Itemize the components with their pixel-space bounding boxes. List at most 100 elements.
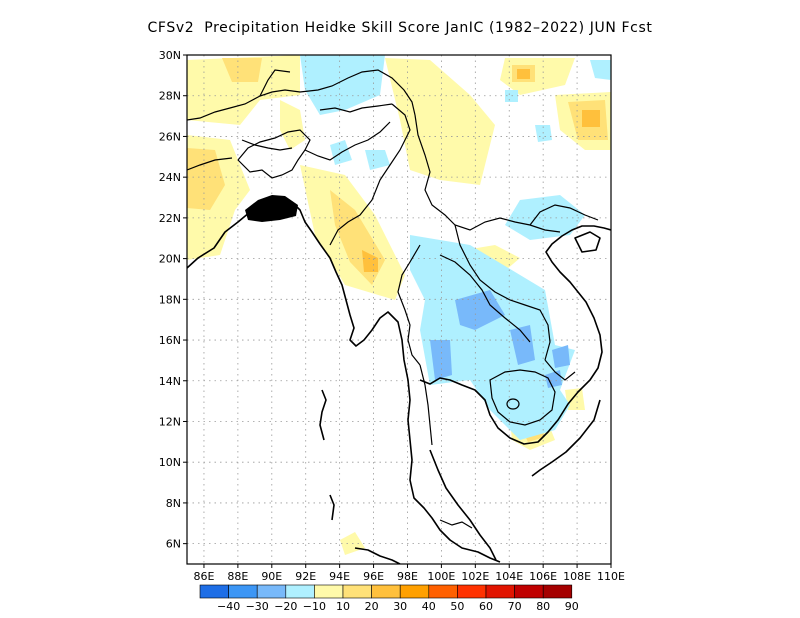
coastline-malay-east bbox=[429, 449, 497, 561]
colorbar-label: −40 bbox=[217, 600, 240, 613]
colorbar-label: 10 bbox=[336, 600, 350, 613]
lat-tick-label: 10N bbox=[159, 456, 181, 469]
colorbar-swatch bbox=[228, 584, 258, 599]
colorbar-swatch bbox=[371, 584, 401, 599]
country-borders bbox=[187, 69, 599, 529]
colorbar: −40 −30 −20 −10 10 20 30 40 50 60 70 80 90 bbox=[199, 584, 579, 613]
colorbar-label: 80 bbox=[536, 600, 550, 613]
colorbar-swatch bbox=[285, 584, 315, 599]
colorbar-swatch bbox=[199, 584, 229, 599]
lon-tick-label: 94E bbox=[329, 570, 350, 583]
lat-tick-label: 6N bbox=[166, 538, 181, 551]
neg-region bbox=[365, 150, 390, 170]
andaman-islands bbox=[319, 389, 327, 441]
border-cambodia bbox=[489, 369, 556, 426]
lon-tick-label: 86E bbox=[193, 570, 214, 583]
lat-tick-label: 24N bbox=[159, 171, 181, 184]
lon-tick-label: 90E bbox=[261, 570, 282, 583]
border-bhutan bbox=[319, 103, 393, 113]
tonle-sap-lake bbox=[506, 398, 520, 410]
lat-tick-label: 8N bbox=[166, 497, 181, 510]
neg-region bbox=[455, 290, 505, 330]
border-himalaya bbox=[187, 69, 416, 121]
border-tibet bbox=[259, 69, 291, 97]
colorbar-swatch bbox=[485, 584, 515, 599]
border-assam bbox=[304, 121, 391, 161]
border-nepal-north bbox=[187, 157, 233, 171]
lat-tick-label: 26N bbox=[159, 130, 181, 143]
colorbar-swatch bbox=[514, 584, 544, 599]
colorbar-swatch bbox=[542, 584, 573, 599]
pos-region bbox=[500, 58, 575, 95]
plot-frame bbox=[186, 54, 612, 565]
chart-title: CFSv2 Precipitation Heidke Skill Score J… bbox=[147, 20, 653, 36]
border-laos bbox=[454, 224, 551, 361]
lat-tick-label: 22N bbox=[159, 212, 181, 225]
colorbar-label: 60 bbox=[479, 600, 493, 613]
border-thai-laos bbox=[439, 254, 531, 343]
border-india-nepal bbox=[241, 139, 293, 151]
colorbar-swatch bbox=[342, 584, 372, 599]
colorbar-swatch bbox=[457, 584, 487, 599]
border-myanmar-peninsula bbox=[419, 364, 433, 446]
pos-region bbox=[565, 388, 585, 410]
neg-region bbox=[300, 55, 385, 115]
neg-region bbox=[410, 235, 575, 440]
neg-region bbox=[430, 340, 452, 380]
colorbar-label: 30 bbox=[393, 600, 407, 613]
lat-tick-label: 12N bbox=[159, 415, 181, 428]
lon-tick-label: 88E bbox=[227, 570, 248, 583]
pos-region bbox=[280, 100, 305, 150]
neg-region bbox=[510, 325, 535, 365]
border-vietnam bbox=[544, 359, 576, 381]
pos-region bbox=[362, 250, 378, 272]
lon-tick-label: 102E bbox=[461, 570, 489, 583]
lon-tick-label: 100E bbox=[427, 570, 455, 583]
colorbar-label: −20 bbox=[274, 600, 297, 613]
nicobar-islands bbox=[329, 494, 335, 521]
colorbar-swatch bbox=[399, 584, 430, 599]
colorbar-label: 50 bbox=[450, 600, 464, 613]
lat-tick-label: 16N bbox=[159, 334, 181, 347]
longitude-axis: 86E 88E 90E 92E 94E 96E 98E 100E 102E 104E 106E 108… bbox=[193, 564, 625, 583]
lat-tick-label: 28N bbox=[159, 90, 181, 103]
colorbar-label: −10 bbox=[303, 600, 326, 613]
coastline-mekong bbox=[531, 399, 601, 477]
neg-region bbox=[552, 345, 570, 368]
lon-tick-label: 108E bbox=[563, 570, 591, 583]
border-thai-malay bbox=[439, 519, 473, 529]
lat-tick-label: 30N bbox=[159, 49, 181, 62]
lon-tick-label: 96E bbox=[363, 570, 384, 583]
pos-region bbox=[517, 69, 530, 79]
colorbar-swatch bbox=[314, 584, 344, 599]
lon-tick-label: 106E bbox=[529, 570, 557, 583]
latitude-axis: 30N 28N 26N 24N 22N 20N 18N 16N 14N 12N 10N 8N 6N bbox=[159, 49, 187, 551]
border-india-myanmar bbox=[329, 103, 411, 246]
coastline-hainan bbox=[574, 231, 601, 253]
ganges-delta bbox=[245, 195, 298, 222]
lon-tick-label: 92E bbox=[295, 570, 316, 583]
lat-tick-label: 14N bbox=[159, 375, 181, 388]
coastline-gulf-of-thailand bbox=[419, 225, 611, 445]
colorbar-swatch bbox=[256, 584, 287, 599]
pos-region bbox=[222, 58, 262, 82]
border-myanmar-thai bbox=[397, 244, 421, 366]
graticule bbox=[187, 55, 611, 564]
lon-tick-label: 98E bbox=[397, 570, 418, 583]
colorbar-label: 20 bbox=[365, 600, 379, 613]
border-china-vietnam bbox=[529, 204, 599, 226]
colorbar-swatch bbox=[428, 584, 458, 599]
coastline-sumatra bbox=[354, 547, 401, 564]
colorbar-label: 90 bbox=[565, 600, 579, 613]
lat-tick-label: 18N bbox=[159, 293, 181, 306]
colorbar-label: −30 bbox=[246, 600, 269, 613]
colorbar-label: 40 bbox=[422, 600, 436, 613]
skill-shading bbox=[187, 55, 611, 555]
colorbar-label: 70 bbox=[508, 600, 522, 613]
pos-region bbox=[385, 58, 495, 185]
pos-region bbox=[187, 148, 225, 210]
lon-tick-label: 110E bbox=[597, 570, 625, 583]
pos-region bbox=[582, 110, 600, 127]
lon-tick-label: 104E bbox=[495, 570, 523, 583]
